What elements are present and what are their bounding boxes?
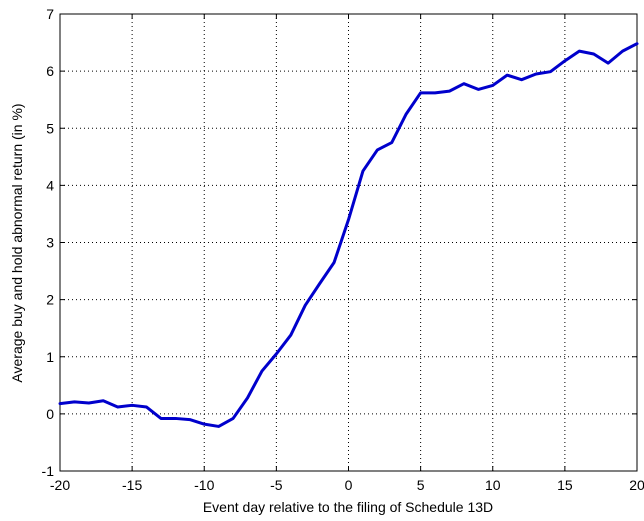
data-point bbox=[160, 417, 162, 420]
data-point bbox=[304, 304, 307, 307]
data-point bbox=[535, 73, 537, 75]
y-tick-label: 0 bbox=[46, 406, 54, 422]
data-point bbox=[189, 418, 191, 421]
x-tick-label: -10 bbox=[194, 477, 214, 493]
data-point bbox=[261, 370, 263, 372]
x-tick-label: 20 bbox=[629, 477, 644, 493]
y-axis-label: Average buy and hold abnormal return (in… bbox=[9, 103, 25, 382]
data-point bbox=[232, 417, 234, 420]
data-point bbox=[318, 282, 321, 285]
data-point bbox=[275, 353, 278, 355]
axis-ticks bbox=[59, 13, 638, 472]
data-point bbox=[217, 425, 220, 428]
data-point bbox=[203, 423, 206, 425]
data-point bbox=[549, 70, 552, 73]
data-point bbox=[477, 88, 480, 91]
data-point bbox=[463, 82, 465, 85]
y-tick-label: 6 bbox=[46, 63, 54, 79]
data-point bbox=[59, 402, 61, 405]
y-tick-label: 7 bbox=[46, 6, 54, 22]
data-point bbox=[405, 113, 408, 115]
y-tick-label: 5 bbox=[46, 120, 54, 136]
data-point bbox=[621, 50, 624, 52]
data-point bbox=[347, 218, 350, 221]
data-point bbox=[491, 84, 494, 87]
y-tick-label: -1 bbox=[42, 463, 55, 479]
data-point bbox=[174, 417, 177, 420]
y-tick-label: 1 bbox=[46, 349, 54, 365]
data-point bbox=[376, 149, 379, 151]
data-point bbox=[145, 406, 148, 408]
x-axis-label: Event day relative to the filing of Sche… bbox=[203, 499, 493, 515]
data-point bbox=[448, 90, 451, 92]
data-point bbox=[362, 170, 364, 172]
data-series bbox=[58, 42, 639, 428]
x-tick-label: 15 bbox=[557, 477, 573, 493]
data-point bbox=[290, 334, 292, 336]
data-point bbox=[88, 402, 90, 404]
data-point bbox=[434, 92, 436, 94]
data-point bbox=[636, 42, 638, 45]
data-point bbox=[333, 261, 335, 264]
x-tick-label: 10 bbox=[485, 477, 501, 493]
data-point bbox=[607, 62, 609, 64]
data-point bbox=[73, 401, 76, 403]
x-tick-label: -5 bbox=[270, 477, 283, 493]
x-tick-label: -15 bbox=[122, 477, 142, 493]
y-tick-label: 2 bbox=[46, 292, 54, 308]
data-point bbox=[419, 92, 422, 94]
data-point bbox=[390, 141, 393, 144]
data-point bbox=[131, 404, 133, 407]
data-point bbox=[116, 406, 119, 408]
y-tick-label: 3 bbox=[46, 235, 54, 251]
data-point bbox=[578, 50, 581, 52]
x-tick-label: -20 bbox=[50, 477, 70, 493]
data-point bbox=[564, 60, 566, 62]
y-tick-label: 4 bbox=[46, 177, 54, 193]
data-point bbox=[592, 53, 595, 55]
data-point bbox=[246, 397, 249, 399]
data-point bbox=[102, 399, 105, 402]
x-tick-label: 5 bbox=[417, 477, 425, 493]
x-tick-label: 0 bbox=[345, 477, 353, 493]
data-point bbox=[520, 78, 523, 81]
grid bbox=[60, 14, 637, 471]
data-point bbox=[506, 74, 508, 76]
